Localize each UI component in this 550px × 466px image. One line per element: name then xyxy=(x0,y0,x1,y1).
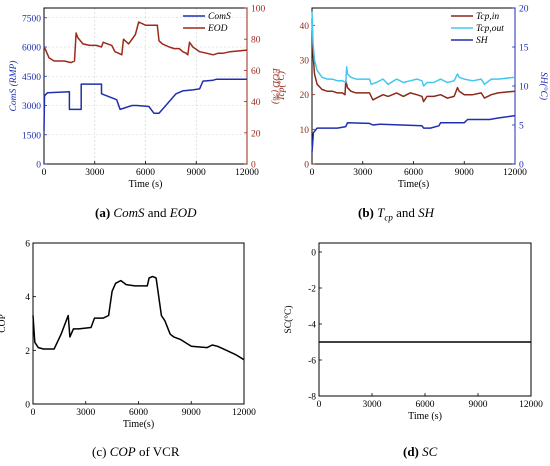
panel-b-ytick-right-label: 5 xyxy=(519,122,524,132)
panel-a-xlabel: Time (s) xyxy=(129,179,163,190)
panel-c-ytick-label: 6 xyxy=(25,240,30,250)
panel-a xyxy=(43,7,248,165)
panel-a-xtick-label: 0 xyxy=(42,168,47,178)
panel-a-xtick-label: 12000 xyxy=(235,168,259,178)
caption-d: (d) SC xyxy=(403,444,438,459)
panel-a-ytick-right-label: 80 xyxy=(251,36,261,46)
panel-a-ytick-right-label: 0 xyxy=(251,161,256,171)
panel-d-xlabel: Time (s) xyxy=(408,411,442,422)
panel-b-xtick-label: 12000 xyxy=(503,168,527,178)
panel-c-xtick-label: 3000 xyxy=(76,408,95,418)
panel-b-xlabel: Time(s) xyxy=(398,179,429,190)
panel-a-ytick-right-label: 60 xyxy=(251,67,261,77)
panel-d-ytick-label: -8 xyxy=(308,393,316,403)
panel-a-series-eod xyxy=(43,21,248,64)
panel-c-ylabel: COP xyxy=(0,314,8,332)
panel-d xyxy=(318,242,532,397)
panel-d-ytick-label: -2 xyxy=(308,285,316,295)
panel-d-ytick-label: -6 xyxy=(308,357,316,367)
panel-a-ytick-label: 3000 xyxy=(22,102,41,112)
panel-d-frame xyxy=(318,242,532,397)
panel-b-ytick-right-label: 15 xyxy=(519,44,529,54)
panel-a-ytick-right-label: 40 xyxy=(251,98,261,108)
panel-b-ytick-label: 0 xyxy=(304,161,309,171)
panel-a-ytick-label: 4500 xyxy=(22,73,41,83)
panel-b-xtick-label: 6000 xyxy=(404,168,423,178)
panel-c-xtick-label: 9000 xyxy=(182,408,201,418)
panel-b-ytick-label: 10 xyxy=(300,126,310,136)
panel-d-ytick-label: 0 xyxy=(311,249,316,259)
caption-c: (c) COP of VCR xyxy=(92,444,180,459)
panel-b-series-tcpin xyxy=(311,18,516,103)
panel-b-xtick-label: 9000 xyxy=(455,168,474,178)
caption-a: (a) ComS and EOD xyxy=(95,205,197,220)
panel-a-ytick-label: 0 xyxy=(36,161,41,171)
caption-b: (b) Tcp and SH xyxy=(358,205,435,223)
panel-a-xtick-label: 9000 xyxy=(187,168,206,178)
panel-b xyxy=(311,7,516,165)
panel-b-legend-label: Tcp,out xyxy=(476,24,504,34)
panel-a-xtick-label: 6000 xyxy=(136,168,155,178)
panel-b-ytick-right-label: 20 xyxy=(519,5,529,15)
panel-c-xtick-label: 6000 xyxy=(129,408,148,418)
panel-a-ytick-label: 7500 xyxy=(22,14,41,24)
panel-a-legend-label: ComS xyxy=(208,12,231,22)
panel-b-legend-label: SH xyxy=(476,36,489,46)
panel-a-legend-label: EOD xyxy=(207,24,228,34)
panel-c-series-line xyxy=(32,275,245,361)
panel-c-ytick-label: 2 xyxy=(25,347,30,357)
panel-c-ytick-label: 0 xyxy=(25,401,30,411)
panel-a-series-coms xyxy=(43,78,247,131)
panel-b-series-sh xyxy=(311,114,516,153)
panel-b-xtick-label: 0 xyxy=(310,168,315,178)
panel-a-ytick-right-label: 100 xyxy=(251,5,266,15)
panel-c-xtick-label: 12000 xyxy=(232,408,256,418)
panel-c-xlabel: Time(s) xyxy=(123,419,154,430)
panel-d-xtick-label: 12000 xyxy=(519,400,543,410)
panel-c-ytick-label: 4 xyxy=(25,293,30,303)
panel-d-ylabel: SC(°C) xyxy=(283,305,294,333)
panel-a-ytick-label: 1500 xyxy=(22,131,41,141)
panel-a-ytick-label: 6000 xyxy=(22,44,41,54)
panel-a-ylabel: ComS (RMP) xyxy=(8,61,19,112)
panel-b-ytick-label: 40 xyxy=(300,22,310,32)
panel-d-xtick-label: 6000 xyxy=(416,400,435,410)
panel-b-ytick-right-label: 10 xyxy=(519,83,529,93)
panel-b-series-tcpout xyxy=(311,11,516,87)
panel-a-xtick-label: 3000 xyxy=(85,168,104,178)
panel-b-ytick-right-label: 0 xyxy=(519,161,524,171)
panel-b-ylabel: Tcp(°C) xyxy=(276,71,287,101)
panel-c-xtick-label: 0 xyxy=(31,408,36,418)
panel-d-ytick-label: -4 xyxy=(308,321,316,331)
panel-b-ytick-label: 20 xyxy=(300,91,310,101)
panel-d-xtick-label: 9000 xyxy=(469,400,488,410)
panel-b-legend-label: Tcp,in xyxy=(476,12,499,22)
panel-b-ytick-label: 30 xyxy=(300,57,310,67)
panel-d-xtick-label: 0 xyxy=(317,400,322,410)
panel-c xyxy=(32,242,245,405)
panel-d-xtick-label: 3000 xyxy=(363,400,382,410)
panel-b-xtick-label: 3000 xyxy=(353,168,372,178)
panel-b-ylabel-right: SH(°C) xyxy=(538,72,549,100)
panel-a-ytick-right-label: 20 xyxy=(251,129,261,139)
panel-a-ylabel-right: EOD (%) xyxy=(270,67,281,104)
